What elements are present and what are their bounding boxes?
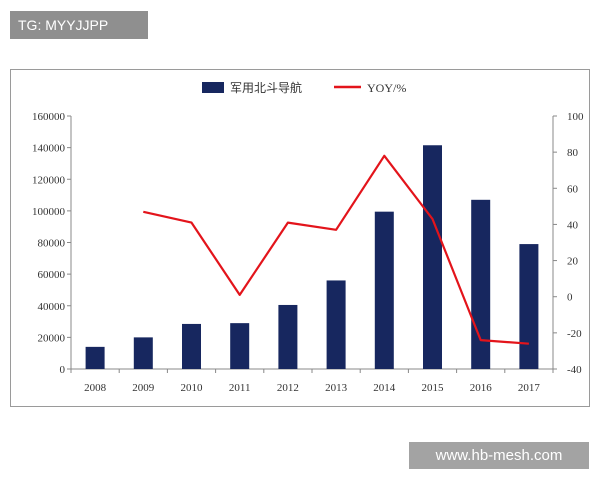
bar [326, 280, 346, 369]
y-left-tick-label: 160000 [32, 111, 66, 123]
y-left-tick-label: 80000 [38, 238, 66, 250]
watermark-top: TG: MYYJJPP [10, 11, 148, 39]
bar [423, 145, 442, 369]
y-left-tick-label: 40000 [38, 301, 66, 313]
bar [85, 346, 105, 369]
bar [278, 304, 298, 369]
legend: 军用北斗导航 YOY/% [202, 80, 406, 95]
y-right-tick-label: 80 [567, 147, 579, 159]
x-tick-label: 2008 [84, 382, 107, 394]
x-tick-label: 2016 [470, 382, 493, 394]
chart-frame: 军用北斗导航 YOY/% 0 20000 40000 60000 80000 100000… [10, 69, 590, 407]
bar [471, 199, 491, 369]
y-right-tick-label: 20 [567, 256, 579, 268]
y-right-tick-label: 60 [567, 183, 579, 195]
y-right-tick-label: 40 [567, 219, 579, 231]
legend-line-label: YOY/% [367, 81, 406, 95]
bar [230, 323, 250, 369]
x-tick-label: 2011 [229, 382, 251, 394]
legend-bar-swatch [202, 82, 224, 93]
legend-bar-label: 军用北斗导航 [230, 80, 302, 95]
y-right-tick-label: 100 [567, 111, 584, 123]
bar [133, 337, 153, 369]
y-right-tick-label: -40 [567, 364, 582, 376]
x-tick-label: 2014 [373, 382, 396, 394]
y-left-tick-label: 140000 [32, 143, 66, 155]
bar-line-chart: 军用北斗导航 YOY/% 0 20000 40000 60000 80000 100000… [32, 80, 584, 394]
x-tick-label: 2009 [132, 382, 155, 394]
bar [519, 244, 539, 369]
bar [182, 323, 201, 369]
x-tick-label: 2010 [181, 382, 204, 394]
y-right-tick-label: -20 [567, 328, 582, 340]
bar [374, 211, 394, 369]
line-series [143, 154, 530, 345]
x-tick-label: 2017 [518, 382, 541, 394]
y-left-tick-label: 100000 [32, 206, 66, 218]
y-right-tick-label: 0 [567, 292, 573, 304]
x-tick-label: 2012 [277, 382, 299, 394]
y-left-tick-label: 20000 [38, 332, 66, 344]
y-left-tick-label: 0 [60, 364, 66, 376]
y-left-tick-label: 120000 [32, 174, 66, 186]
watermark-bottom: www.hb-mesh.com [409, 442, 589, 469]
tick-labels: 0 20000 40000 60000 80000 100000 120000 140000 1… [32, 111, 584, 394]
x-tick-label: 2015 [422, 382, 445, 394]
y-left-tick-label: 60000 [38, 269, 66, 281]
bar-series [85, 145, 539, 369]
x-tick-label: 2013 [325, 382, 348, 394]
